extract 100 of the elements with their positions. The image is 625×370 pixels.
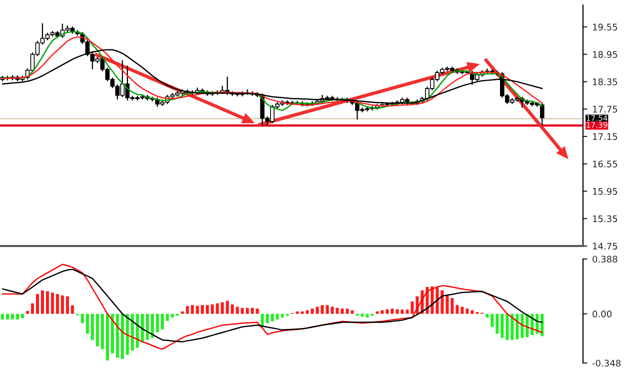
bar <box>240 308 244 314</box>
bar <box>510 314 514 340</box>
bar <box>190 305 194 314</box>
bar <box>516 314 519 340</box>
bar <box>36 294 39 314</box>
bar <box>380 310 384 314</box>
bar <box>26 311 29 314</box>
bar <box>196 306 199 314</box>
bar <box>80 314 84 324</box>
bar <box>540 314 544 336</box>
bar <box>236 306 239 314</box>
y-tick-label: 15.35 <box>593 215 618 222</box>
bar <box>56 294 59 314</box>
bar <box>126 314 129 355</box>
y-tick-label: 0.388 <box>592 256 618 263</box>
y-tick-label: 19.55 <box>593 24 618 30</box>
bar <box>450 298 454 314</box>
bar <box>106 314 109 360</box>
bar <box>30 303 34 314</box>
bar <box>46 291 49 314</box>
bar <box>206 305 209 314</box>
bar <box>456 305 459 314</box>
bar <box>180 311 184 314</box>
y-tick-label: 17.15 <box>593 133 618 140</box>
bar <box>116 314 119 358</box>
bar <box>406 310 409 314</box>
bar <box>100 314 104 350</box>
bar <box>90 314 94 340</box>
bar <box>6 314 9 320</box>
bar <box>500 314 504 338</box>
bar <box>110 314 114 354</box>
y-tick-label: -0.348 <box>592 360 621 367</box>
bar <box>186 306 189 314</box>
y-tick-label: 15.95 <box>593 188 618 195</box>
bar <box>346 308 349 314</box>
y-tick-label: 14.75 <box>593 242 618 250</box>
bar <box>156 314 159 332</box>
bar <box>400 310 404 314</box>
y-tick-label: 17.75 <box>593 106 618 113</box>
bar <box>170 314 174 318</box>
bar <box>280 314 284 318</box>
bar <box>296 311 299 314</box>
bar <box>146 314 149 340</box>
bar <box>140 314 144 342</box>
bar <box>130 314 134 351</box>
bar <box>270 314 274 322</box>
bar <box>96 314 99 346</box>
bar <box>376 311 379 314</box>
bar <box>150 314 154 338</box>
bar <box>246 308 249 314</box>
bar <box>250 308 254 314</box>
bar <box>16 314 19 320</box>
bar <box>86 314 89 334</box>
bar <box>410 302 414 314</box>
bar <box>306 310 309 314</box>
bar <box>10 314 14 320</box>
bar <box>340 308 344 314</box>
bar <box>210 304 214 314</box>
bar <box>20 314 24 318</box>
bar <box>366 314 369 318</box>
bar <box>496 314 499 334</box>
bar <box>466 308 469 314</box>
bar <box>50 292 54 314</box>
bar <box>490 314 494 327</box>
bar <box>460 306 464 314</box>
bar <box>66 296 69 314</box>
bar <box>40 290 44 314</box>
bar <box>70 305 74 314</box>
bar <box>520 314 524 338</box>
bar <box>486 314 489 318</box>
bar <box>230 304 234 314</box>
y-tick-label: 18.95 <box>593 51 618 58</box>
y-tick-label: 18.35 <box>593 78 618 86</box>
candlestick <box>540 102 544 126</box>
bar <box>300 311 304 314</box>
bar <box>160 314 164 330</box>
bar <box>220 302 224 314</box>
bar <box>136 314 139 348</box>
bar <box>256 308 259 314</box>
bar <box>320 305 324 314</box>
bar <box>436 288 439 314</box>
bar <box>440 290 444 314</box>
bar <box>316 306 319 314</box>
bar <box>276 314 279 320</box>
bar <box>166 314 169 321</box>
bar <box>396 309 399 314</box>
bar <box>330 306 334 314</box>
bar <box>326 305 329 314</box>
y-tick-label: 16.55 <box>593 160 618 168</box>
bar <box>470 310 474 314</box>
bar <box>336 308 339 314</box>
bar <box>266 314 269 324</box>
bar <box>1 314 4 320</box>
bar <box>350 310 354 314</box>
bar <box>310 308 314 314</box>
bar <box>120 314 124 360</box>
bar <box>390 308 394 314</box>
bar <box>506 314 509 340</box>
bar <box>216 303 219 314</box>
bar <box>226 300 229 314</box>
